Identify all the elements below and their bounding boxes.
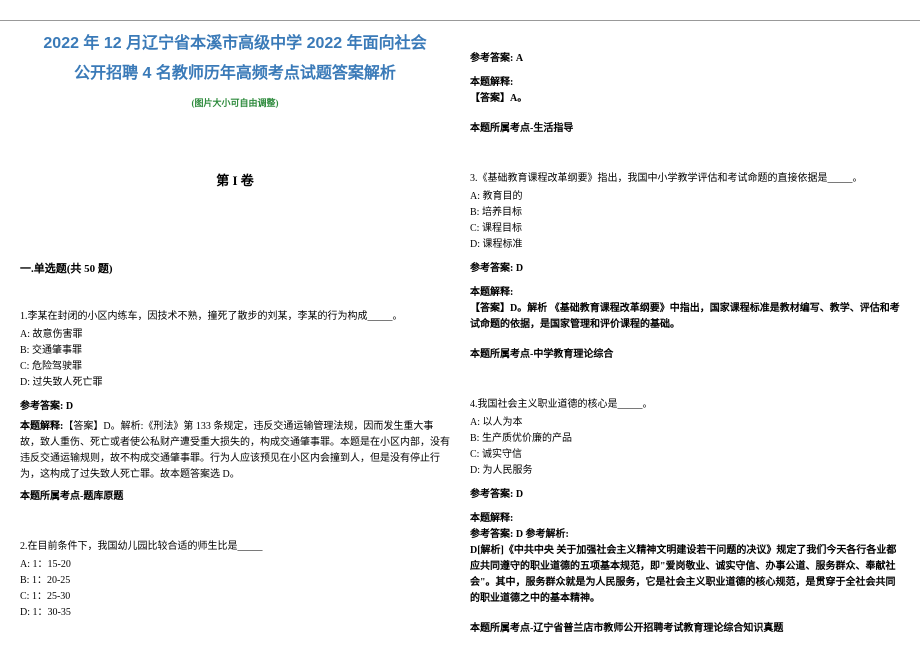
q3-option-b: B: 培养目标 [470, 205, 900, 221]
right-column: 参考答案: A 本题解释: 【答案】A。 本题所属考点-生活指导 3.《基础教育… [460, 21, 920, 671]
q1-stem: 1.李某在封闭的小区内练车，因技术不熟，撞死了散步的刘某，李某的行为构成____… [20, 309, 450, 325]
question-1: 1.李某在封闭的小区内练车，因技术不熟，撞死了散步的刘某，李某的行为构成____… [20, 309, 450, 505]
q2-option-a: A: 1：15-20 [20, 557, 450, 573]
q1-option-b: B: 交通肇事罪 [20, 343, 450, 359]
q2-answer: 参考答案: A [470, 51, 900, 67]
q4-option-b: B: 生产质优价廉的产品 [470, 431, 900, 447]
q3-option-d: D: 课程标准 [470, 237, 900, 253]
q3-option-a: A: 教育目的 [470, 189, 900, 205]
q4-option-c: C: 诚实守信 [470, 447, 900, 463]
q4-option-d: D: 为人民服务 [470, 463, 900, 479]
q3-explain-label: 本题解释: [470, 285, 900, 301]
doc-title-line2: 公开招聘 4 名教师历年高频考点试题答案解析 [20, 61, 450, 87]
q2-option-c: C: 1：25-30 [20, 589, 450, 605]
q2-stem: 2.在目前条件下，我国幼儿园比较合适的师生比是_____ [20, 539, 450, 555]
q2-explain: 【答案】A。 [470, 91, 900, 107]
question-4: 4.我国社会主义职业道德的核心是_____。 A: 以人为本 B: 生产质优价廉… [470, 397, 900, 637]
question-2-partial: 2.在目前条件下，我国幼儿园比较合适的师生比是_____ A: 1：15-20 … [20, 539, 450, 621]
page-container: 2022 年 12 月辽宁省本溪市高级中学 2022 年面向社会 公开招聘 4 … [0, 20, 920, 671]
q1-explanation: 本题解释:【答案】D。解析:《刑法》第 133 条规定，违反交通运输管理法规，因… [20, 419, 450, 483]
q3-explain: 【答案】D。解析 《基础教育课程改革纲要》中指出，国家课程标准是教材编写、教学、… [470, 301, 900, 333]
q1-option-a: A: 故意伤害罪 [20, 327, 450, 343]
q3-topic: 本题所属考点-中学教育理论综合 [470, 347, 900, 363]
question-2-answer: 参考答案: A 本题解释: 【答案】A。 本题所属考点-生活指导 [470, 51, 900, 137]
q1-topic: 本题所属考点-题库原题 [20, 489, 450, 505]
q4-topic: 本题所属考点-辽宁省普兰店市教师公开招聘考试教育理论综合知识真题 [470, 621, 900, 637]
q3-stem: 3.《基础教育课程改革纲要》指出，我国中小学教学评估和考试命题的直接依据是___… [470, 171, 900, 187]
q4-explain-header: 参考答案: D 参考解析: [470, 527, 900, 543]
doc-title-line1: 2022 年 12 月辽宁省本溪市高级中学 2022 年面向社会 [20, 31, 450, 57]
q2-topic: 本题所属考点-生活指导 [470, 121, 900, 137]
q3-answer: 参考答案: D [470, 261, 900, 277]
q4-option-a: A: 以人为本 [470, 415, 900, 431]
q1-option-c: C: 危险驾驶罪 [20, 359, 450, 375]
q2-explain-label: 本题解释: [470, 75, 900, 91]
q2-option-b: B: 1：20-25 [20, 573, 450, 589]
q1-option-d: D: 过失致人死亡罪 [20, 375, 450, 391]
q2-option-d: D: 1：30-35 [20, 605, 450, 621]
question-3: 3.《基础教育课程改革纲要》指出，我国中小学教学评估和考试命题的直接依据是___… [470, 171, 900, 363]
q4-answer: 参考答案: D [470, 487, 900, 503]
doc-subtitle: (图片大小可自由调整) [20, 96, 450, 110]
q4-stem: 4.我国社会主义职业道德的核心是_____。 [470, 397, 900, 413]
volume-label: 第 I 卷 [20, 171, 450, 192]
q4-explain-label: 本题解释: [470, 511, 900, 527]
q1-answer: 参考答案: D [20, 399, 450, 415]
left-column: 2022 年 12 月辽宁省本溪市高级中学 2022 年面向社会 公开招聘 4 … [0, 21, 460, 671]
section-header: 一.单选题(共 50 题) [20, 261, 450, 279]
q3-option-c: C: 课程目标 [470, 221, 900, 237]
q4-explain: D[解析]《中共中央 关于加强社会主义精神文明建设若干问题的决议》规定了我们今天… [470, 543, 900, 607]
